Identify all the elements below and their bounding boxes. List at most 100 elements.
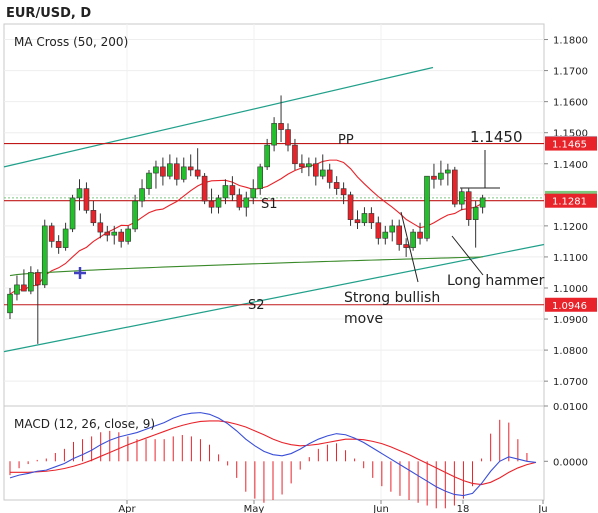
x-axis: Apr May Jun 18 Ju xyxy=(118,500,548,513)
candle-body xyxy=(14,284,20,295)
price-tag-bg xyxy=(545,297,597,312)
candle-body xyxy=(479,197,486,208)
candle-body xyxy=(229,185,236,196)
pp-label: PP xyxy=(338,133,354,148)
candle-body xyxy=(368,213,375,224)
candle-body xyxy=(167,163,173,177)
candle-body xyxy=(271,123,277,146)
candle-body xyxy=(222,185,229,199)
chart-symbol: EUR/USD, D xyxy=(6,6,91,21)
macd-line xyxy=(9,412,537,497)
candle-body xyxy=(438,172,444,180)
candle-body xyxy=(201,175,208,202)
candle-body xyxy=(319,169,326,177)
x-tick-label: Ju xyxy=(537,504,547,513)
candle-body xyxy=(194,169,201,177)
candle-body xyxy=(410,231,416,248)
candle-body xyxy=(354,219,361,224)
candle-body xyxy=(146,172,152,189)
y-tick-label: 1.1100 xyxy=(553,253,588,264)
s1-label: S1 xyxy=(261,197,278,212)
strong-bullish-label-1: Strong bullish xyxy=(344,290,440,306)
candle-body xyxy=(41,225,48,286)
candle-body xyxy=(97,222,104,233)
candle-body xyxy=(236,194,243,208)
candle-body xyxy=(396,225,403,245)
price-tag-label: 1.1281 xyxy=(552,197,587,208)
candle-body xyxy=(382,231,389,239)
candle-body xyxy=(7,293,13,314)
candle-body xyxy=(333,182,340,189)
price-tag-label: 1.0946 xyxy=(552,301,587,312)
candle-body xyxy=(389,225,396,233)
y-tick-label: 1.1800 xyxy=(553,36,588,47)
price-tag-bg xyxy=(545,193,597,208)
price-tag-label: 1.1465 xyxy=(552,140,587,151)
candle-body xyxy=(451,169,458,205)
candle-body xyxy=(424,175,430,239)
macd-series: 0.0100 0.0000 xyxy=(9,402,588,509)
y-tick-label: 1.1400 xyxy=(553,160,588,171)
candle-body xyxy=(347,194,354,220)
candle-body xyxy=(34,272,41,286)
candle-body xyxy=(250,188,257,199)
candle-body xyxy=(118,231,124,242)
candle-body xyxy=(465,191,472,220)
candle-body xyxy=(21,284,27,292)
main-panel-border xyxy=(3,23,545,407)
candle-body xyxy=(292,144,298,165)
y-axis-ticks: 1.18001.17001.16001.15001.14001.13001.12… xyxy=(544,36,588,388)
candle-body xyxy=(62,228,69,248)
candle-body xyxy=(125,228,131,242)
candle-body xyxy=(83,188,90,211)
candle-body xyxy=(472,206,479,220)
moving-averages xyxy=(9,159,483,295)
candle-body xyxy=(174,163,180,180)
y-tick-label: 1.1600 xyxy=(553,98,588,109)
strong-bullish-arrow xyxy=(400,211,419,283)
candle-body xyxy=(264,144,270,168)
long-hammer-label: Long hammer xyxy=(447,273,545,289)
candle-body xyxy=(208,200,215,208)
candle-body xyxy=(215,197,222,208)
candle-body xyxy=(375,222,382,239)
candle-body xyxy=(180,166,187,180)
ma-cross-label: MA Cross (50, 200) xyxy=(14,35,128,49)
candle-body xyxy=(243,197,250,208)
x-tick-label: Apr xyxy=(118,504,136,513)
channel-upper-line xyxy=(3,66,434,168)
price-tag-bg xyxy=(545,136,597,151)
ma-slow-line xyxy=(9,256,483,277)
candle-body xyxy=(28,272,34,292)
macd-y-tick-label: 0.0100 xyxy=(553,402,588,413)
candle-body xyxy=(458,191,465,205)
candle-body xyxy=(48,225,55,242)
macd-signal-line xyxy=(10,420,537,486)
x-tick-label: 18 xyxy=(457,504,470,513)
candle-body xyxy=(76,188,83,199)
candle-body xyxy=(403,244,409,248)
candle-body xyxy=(326,169,333,183)
s2-label: S2 xyxy=(248,298,265,313)
candle-body xyxy=(139,188,145,202)
x-tick-label: Jun xyxy=(372,504,389,513)
ma-fast-line xyxy=(9,159,483,295)
y-tick-label: 1.1000 xyxy=(553,284,588,295)
y-tick-label: 1.1500 xyxy=(553,129,588,140)
candle-body xyxy=(69,197,76,230)
macd-label: MACD (12, 26, close, 9) xyxy=(14,417,155,431)
macd-y-tick-label: 0.0000 xyxy=(553,457,588,468)
y-tick-label: 1.0900 xyxy=(553,315,588,326)
target-price-label: 1.1450 xyxy=(470,128,523,146)
y-tick-label: 1.1200 xyxy=(553,222,588,233)
candle-body xyxy=(299,163,305,168)
candle-body xyxy=(257,166,264,189)
candle-body xyxy=(153,166,159,174)
candle-body xyxy=(160,166,166,177)
candle-body xyxy=(445,169,451,174)
strong-bullish-label-2: move xyxy=(344,311,383,327)
x-tick-label: May xyxy=(244,504,265,513)
candle-body xyxy=(55,241,62,248)
candle-body xyxy=(431,175,437,180)
